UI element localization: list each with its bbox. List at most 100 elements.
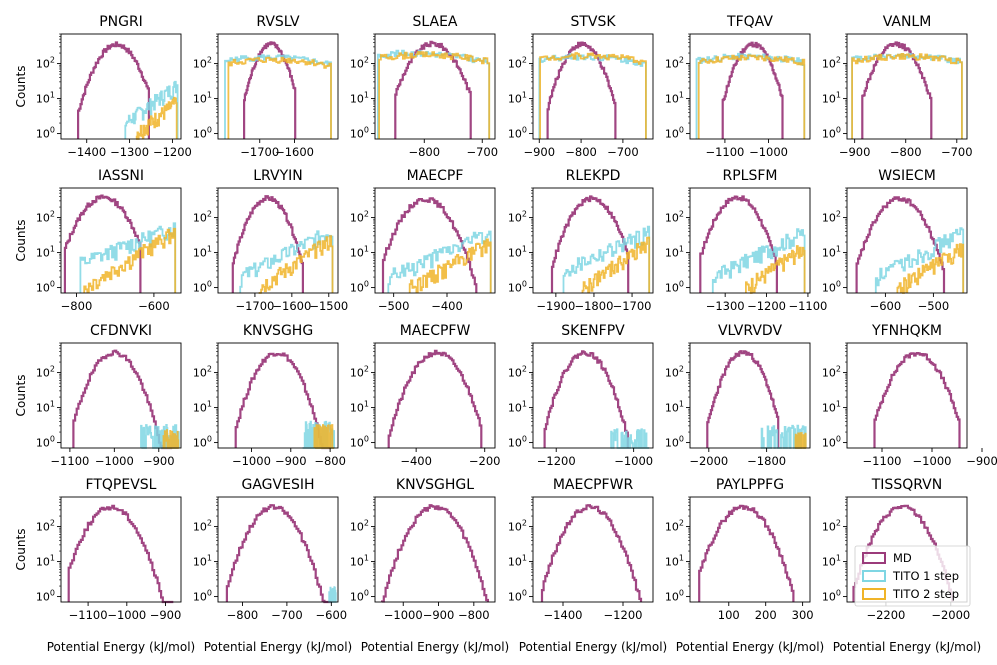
hist-tito-2-step [745, 245, 806, 294]
y-tick-label: 100 [36, 435, 55, 450]
axes-frame [374, 187, 496, 294]
x-axis-label: Potential Energy (kJ/mol) [676, 640, 824, 654]
axes-frame [532, 33, 654, 140]
x-tick-label: −1100 [863, 454, 902, 468]
axes-frame [846, 342, 968, 449]
subplot-yfnhqkm: YFNHQKM −1100 −1000 −900 100 101 102 [822, 323, 997, 468]
subplot-title: PAYLPPFG [716, 477, 784, 493]
y-tick-label: 102 [508, 519, 527, 534]
y-tick-label: 101 [350, 91, 369, 106]
y-tick-label: 100 [350, 280, 369, 295]
x-tick-label: −900 [275, 454, 307, 468]
x-axis-label: Potential Energy (kJ/mol) [204, 640, 352, 654]
subplot-title: TFQAV [726, 14, 773, 30]
x-tick-label: −800 [408, 145, 440, 159]
hist-md [67, 504, 174, 604]
y-tick-label: 100 [665, 589, 684, 604]
y-tick-label: 100 [822, 126, 841, 141]
y-tick-label: 101 [822, 245, 841, 260]
subplot-knvsghg: KNVSGHG −1000 −900 −800 100 101 102 [193, 323, 346, 468]
x-axis-label: Potential Energy (kJ/mol) [833, 640, 981, 654]
y-tick-label: 100 [36, 280, 55, 295]
x-axis-label: Potential Energy (kJ/mol) [47, 640, 195, 654]
x-tick-label: −800 [227, 608, 259, 622]
x-tick-label: −800 [565, 145, 597, 159]
y-tick-label: 102 [822, 56, 841, 71]
subplot-title: KNVSGHGL [396, 477, 474, 493]
y-tick-label: 101 [350, 554, 369, 569]
y-tick-label: 100 [508, 435, 527, 450]
y-tick-label: 100 [508, 589, 527, 604]
y-tick-label: 100 [36, 589, 55, 604]
hist-tito-2-step [258, 235, 334, 294]
hist-md [543, 350, 629, 448]
axes-frame [60, 342, 182, 449]
x-tick-label: −2000 [689, 454, 728, 468]
subplot-title: WSIECM [878, 168, 936, 184]
legend-swatch-tito2 [862, 588, 886, 600]
y-axis-label: Counts [14, 529, 28, 571]
hist-md [381, 504, 489, 603]
hist-tito-2-step [896, 243, 965, 294]
subplot-knvsghgl: KNVSGHGL −1000 −900 −800 100 101 102 Potential … [350, 477, 509, 654]
hist-md [546, 41, 617, 139]
y-tick-label: 102 [822, 519, 841, 534]
axes-frame [217, 187, 339, 294]
subplot-skenfpv: SKENFPV −1200 −1000 100 101 102 [508, 323, 654, 468]
x-tick-label: −700 [941, 145, 973, 159]
y-tick-label: 101 [350, 245, 369, 260]
x-tick-label: −1100 [69, 608, 108, 622]
axes-frame [532, 496, 654, 603]
subplot-maecpfwr: MAECPFWR −1400 −1200 100 101 102 Potential Ene… [508, 477, 667, 654]
x-tick-label: 100 [718, 608, 740, 622]
axes-frame [217, 342, 339, 449]
hist-md [706, 350, 780, 448]
y-tick-label: 101 [193, 91, 212, 106]
axes-frame [689, 342, 811, 449]
x-tick-label: −1800 [747, 454, 786, 468]
subplot-title: MAECPF [407, 168, 464, 184]
x-tick-label: −2000 [931, 608, 970, 622]
hist-tito-1-step [851, 53, 963, 139]
hist-md [234, 352, 331, 450]
y-tick-label: 100 [822, 280, 841, 295]
legend-label-tito1: TITO 1 step [892, 569, 959, 583]
axes-frame [374, 342, 496, 449]
subplot-paylppfg: PAYLPPFG 100 200 300 100 101 102 Potential Ener… [665, 477, 824, 654]
axes-frame [689, 33, 811, 140]
y-tick-label: 102 [36, 210, 55, 225]
hist-tito-1-step [79, 222, 177, 293]
x-tick-label: −400 [431, 299, 463, 313]
axes-frame [689, 187, 811, 294]
subplot-maecpfw: MAECPFW −400 −200 100 101 102 [350, 323, 501, 468]
subplot-tfqav: TFQAV −1100 −1000 100 101 102 [665, 14, 811, 159]
y-tick-label: 102 [193, 56, 212, 71]
x-tick-label: −700 [466, 145, 498, 159]
x-tick-label: −900 [839, 145, 871, 159]
y-tick-label: 102 [36, 519, 55, 534]
x-tick-label: −1000 [913, 454, 952, 468]
y-tick-label: 101 [193, 400, 212, 415]
subplot-tissqrvn: TISSQRVN −2200 −2000 100 101 102 Potential Ene… [822, 477, 981, 654]
x-tick-label: −1200 [153, 145, 192, 159]
axes-frame [846, 187, 968, 294]
x-tick-label: −900 [423, 608, 455, 622]
x-tick-label: −1000 [614, 454, 653, 468]
hist-md [698, 504, 795, 602]
y-tick-label: 102 [350, 56, 369, 71]
subplot-rvslv: RVSLV −1700−1600 100 101 102 [193, 14, 339, 159]
x-tick-label: −900 [143, 454, 175, 468]
y-tick-label: 100 [193, 126, 212, 141]
y-tick-label: 102 [350, 365, 369, 380]
hist-tito-1-step [224, 54, 332, 139]
x-tick-label: −600 [870, 299, 902, 313]
y-tick-label: 102 [193, 210, 212, 225]
hist-tito-2-step [313, 424, 335, 449]
x-tick-label: −1000 [749, 145, 788, 159]
y-tick-label: 100 [193, 280, 212, 295]
y-tick-label: 102 [822, 210, 841, 225]
x-axis-label: Potential Energy (kJ/mol) [519, 640, 667, 654]
x-tick-label: −1000 [232, 454, 271, 468]
hist-tito-2-step [794, 432, 807, 449]
y-axis-label: Counts [14, 66, 28, 108]
